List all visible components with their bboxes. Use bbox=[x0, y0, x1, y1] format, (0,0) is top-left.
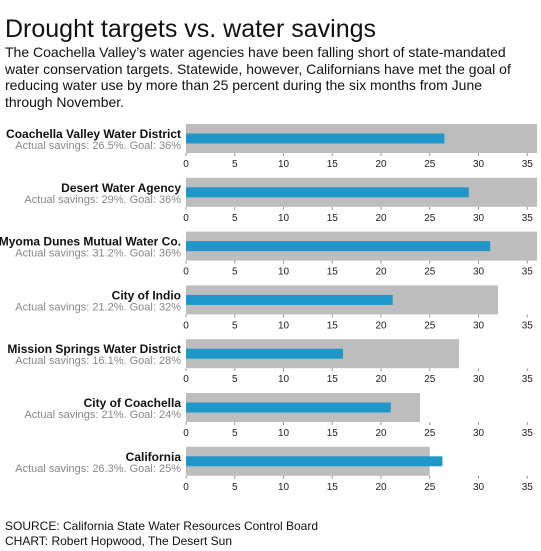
savings-bar bbox=[186, 402, 391, 413]
x-tick-label: 25 bbox=[424, 213, 436, 224]
category-note: Actual savings: 26.5%. Goal: 36% bbox=[15, 140, 181, 152]
x-tick-label: 15 bbox=[327, 159, 339, 170]
x-tick-label: 15 bbox=[327, 267, 339, 278]
x-tick-label: 35 bbox=[522, 267, 534, 278]
x-tick-label: 20 bbox=[375, 374, 387, 385]
x-tick-label: 35 bbox=[522, 159, 534, 170]
x-tick-label: 0 bbox=[183, 374, 189, 385]
x-tick-label: 5 bbox=[232, 213, 238, 224]
x-tick-label: 10 bbox=[278, 213, 290, 224]
category-label: Myoma Dunes Mutual Water Co. bbox=[0, 235, 181, 249]
chart-title: Drought targets vs. water savings bbox=[5, 15, 376, 43]
x-tick-label: 10 bbox=[278, 482, 290, 493]
x-tick-label: 20 bbox=[375, 428, 387, 439]
x-tick-label: 30 bbox=[473, 267, 485, 278]
x-tick-label: 25 bbox=[424, 374, 436, 385]
category-label: City of Indio bbox=[112, 288, 181, 302]
subtitle: The Coachella Valley’s water agencies ha… bbox=[5, 44, 511, 110]
category-note: Actual savings: 26.3%. Goal: 25% bbox=[15, 463, 181, 475]
savings-bar bbox=[186, 294, 393, 305]
x-tick-label: 0 bbox=[183, 320, 189, 331]
x-tick-label: 30 bbox=[473, 428, 485, 439]
x-tick-label: 20 bbox=[375, 213, 387, 224]
credit: CHART: Robert Hopwood, The Desert Sun bbox=[5, 534, 232, 548]
x-tick-label: 25 bbox=[424, 320, 436, 331]
category-label: Desert Water Agency bbox=[61, 181, 181, 195]
x-tick-label: 15 bbox=[327, 428, 339, 439]
x-tick-label: 0 bbox=[183, 267, 189, 278]
category-note: Actual savings: 31.2%. Goal: 36% bbox=[15, 248, 181, 260]
x-tick-label: 20 bbox=[375, 159, 387, 170]
savings-bar bbox=[186, 241, 491, 252]
x-tick-label: 30 bbox=[473, 320, 485, 331]
category-label: City of Coachella bbox=[84, 396, 182, 410]
x-tick-label: 20 bbox=[375, 267, 387, 278]
category-note: Actual savings: 21%. Goal: 24% bbox=[24, 409, 181, 421]
x-tick-label: 0 bbox=[183, 428, 189, 439]
x-tick-label: 15 bbox=[327, 482, 339, 493]
x-tick-label: 5 bbox=[232, 374, 238, 385]
x-tick-label: 15 bbox=[327, 213, 339, 224]
x-tick-label: 10 bbox=[278, 374, 290, 385]
x-tick-label: 10 bbox=[278, 428, 290, 439]
x-tick-label: 35 bbox=[522, 374, 534, 385]
category-label: Coachella Valley Water District bbox=[6, 127, 181, 141]
x-tick-label: 35 bbox=[522, 482, 534, 493]
source: SOURCE: California State Water Resources… bbox=[5, 519, 318, 533]
category-note: Actual savings: 16.1%. Goal: 28% bbox=[15, 355, 181, 367]
x-tick-label: 0 bbox=[183, 213, 189, 224]
category-note: Actual savings: 21.2%. Goal: 32% bbox=[15, 301, 181, 313]
x-tick-label: 15 bbox=[327, 320, 339, 331]
x-tick-label: 10 bbox=[278, 159, 290, 170]
x-tick-label: 35 bbox=[522, 320, 534, 331]
x-tick-label: 35 bbox=[522, 213, 534, 224]
x-tick-label: 10 bbox=[278, 320, 290, 331]
savings-bar bbox=[186, 133, 445, 144]
savings-bar bbox=[186, 348, 343, 359]
x-tick-label: 5 bbox=[232, 482, 238, 493]
x-tick-label: 30 bbox=[473, 374, 485, 385]
savings-bar bbox=[186, 187, 469, 198]
category-label: Mission Springs Water District bbox=[7, 342, 181, 356]
category-note: Actual savings: 29%. Goal: 36% bbox=[24, 194, 181, 206]
x-tick-label: 20 bbox=[375, 482, 387, 493]
x-tick-label: 25 bbox=[424, 159, 436, 170]
x-tick-label: 5 bbox=[232, 159, 238, 170]
savings-bar bbox=[186, 456, 443, 467]
category-label: California bbox=[126, 450, 182, 464]
x-tick-label: 0 bbox=[183, 482, 189, 493]
x-tick-label: 30 bbox=[473, 482, 485, 493]
x-tick-label: 30 bbox=[473, 159, 485, 170]
x-tick-label: 15 bbox=[327, 374, 339, 385]
x-tick-label: 0 bbox=[183, 159, 189, 170]
x-tick-label: 35 bbox=[522, 428, 534, 439]
x-tick-label: 25 bbox=[424, 428, 436, 439]
x-tick-label: 25 bbox=[424, 267, 436, 278]
x-tick-label: 25 bbox=[424, 482, 436, 493]
x-tick-label: 5 bbox=[232, 267, 238, 278]
x-tick-label: 20 bbox=[375, 320, 387, 331]
x-tick-label: 5 bbox=[232, 428, 238, 439]
x-tick-label: 10 bbox=[278, 267, 290, 278]
x-tick-label: 30 bbox=[473, 213, 485, 224]
x-tick-label: 5 bbox=[232, 320, 238, 331]
